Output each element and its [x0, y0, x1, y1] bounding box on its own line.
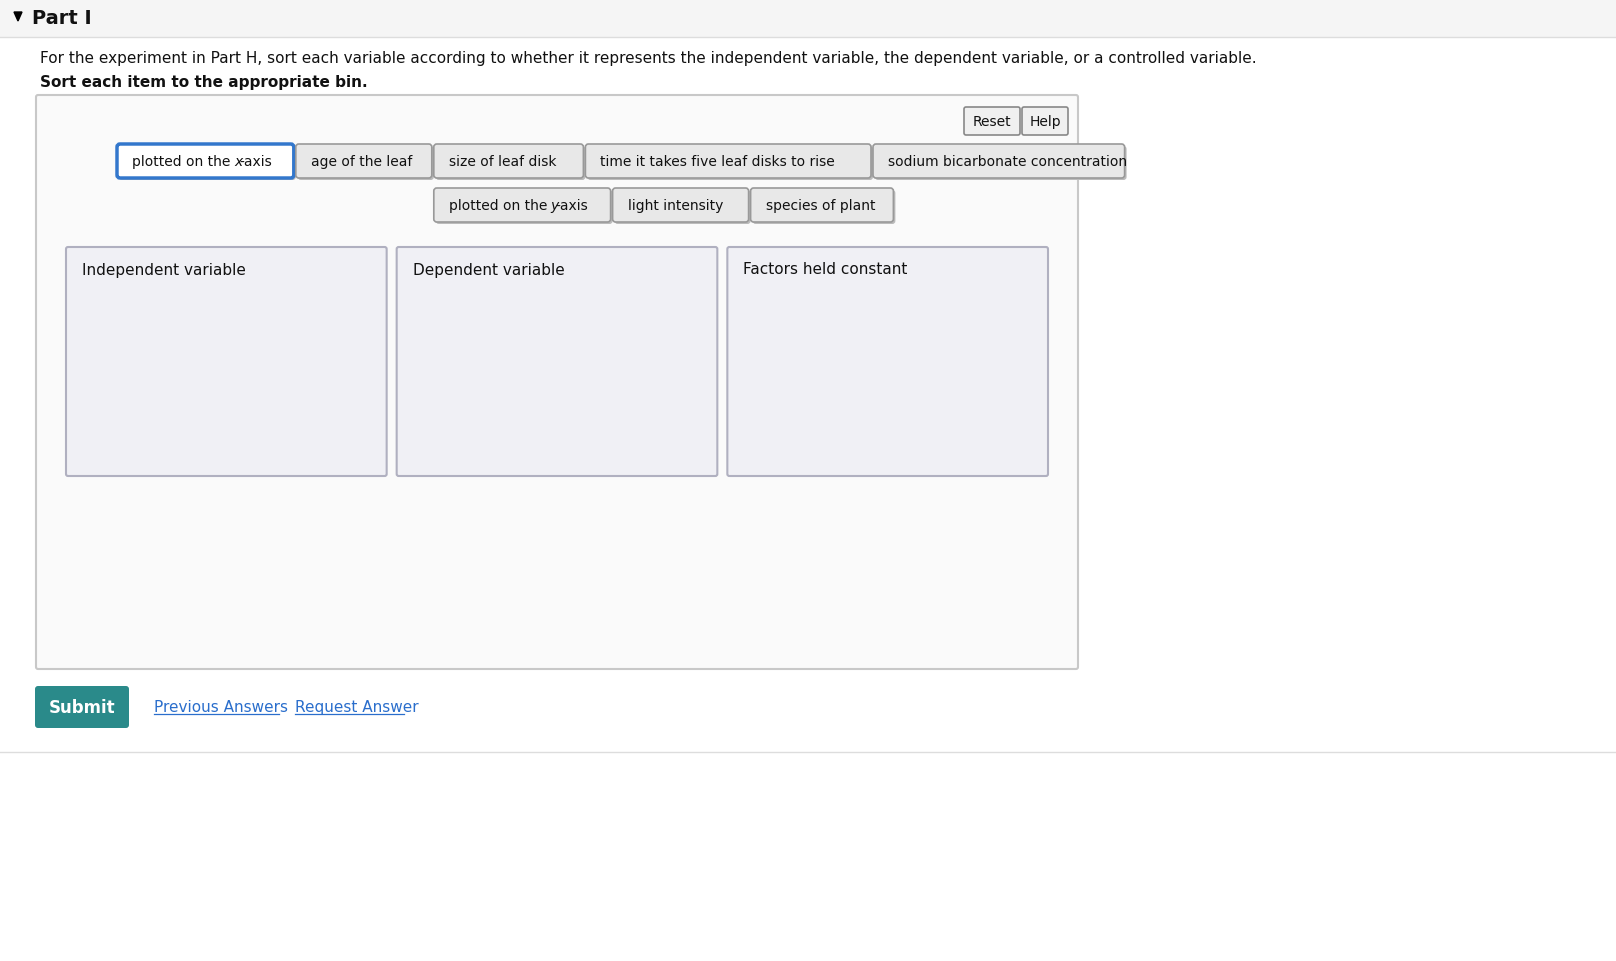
FancyBboxPatch shape: [750, 188, 894, 223]
FancyBboxPatch shape: [0, 0, 1616, 38]
Text: Request Answer: Request Answer: [294, 700, 419, 715]
Text: -axis: -axis: [239, 155, 271, 169]
FancyBboxPatch shape: [433, 188, 611, 223]
FancyBboxPatch shape: [297, 147, 433, 181]
FancyBboxPatch shape: [401, 252, 718, 477]
Text: x: x: [234, 155, 242, 169]
FancyBboxPatch shape: [612, 188, 748, 223]
Text: Reset: Reset: [973, 115, 1012, 129]
FancyBboxPatch shape: [120, 147, 296, 181]
Text: Part I: Part I: [32, 10, 92, 29]
Text: plotted on the: plotted on the: [133, 155, 234, 169]
FancyBboxPatch shape: [753, 191, 895, 225]
FancyBboxPatch shape: [587, 147, 873, 181]
Text: Submit: Submit: [48, 699, 115, 716]
Text: Dependent variable: Dependent variable: [412, 262, 564, 277]
Text: time it takes five leaf disks to rise: time it takes five leaf disks to rise: [601, 155, 835, 169]
Text: For the experiment in Part H, sort each variable according to whether it represe: For the experiment in Part H, sort each …: [40, 50, 1257, 65]
Text: Previous Answers: Previous Answers: [154, 700, 288, 715]
FancyBboxPatch shape: [614, 191, 750, 225]
FancyBboxPatch shape: [433, 145, 583, 179]
FancyBboxPatch shape: [873, 145, 1125, 179]
Text: y: y: [551, 199, 559, 212]
FancyBboxPatch shape: [874, 147, 1126, 181]
Text: age of the leaf: age of the leaf: [310, 155, 412, 169]
FancyBboxPatch shape: [66, 248, 386, 477]
Polygon shape: [15, 13, 23, 22]
FancyBboxPatch shape: [436, 147, 585, 181]
FancyBboxPatch shape: [1021, 108, 1068, 136]
Text: species of plant: species of plant: [766, 199, 876, 212]
Text: Sort each item to the appropriate bin.: Sort each item to the appropriate bin.: [40, 74, 367, 89]
FancyBboxPatch shape: [965, 108, 1020, 136]
FancyBboxPatch shape: [727, 248, 1049, 477]
FancyBboxPatch shape: [36, 686, 129, 728]
FancyBboxPatch shape: [396, 248, 718, 477]
Text: Independent variable: Independent variable: [82, 262, 246, 277]
Text: size of leaf disk: size of leaf disk: [449, 155, 556, 169]
Text: light intensity: light intensity: [627, 199, 722, 212]
FancyBboxPatch shape: [436, 191, 612, 225]
Text: Help: Help: [1029, 115, 1060, 129]
Text: Factors held constant: Factors held constant: [743, 262, 908, 277]
FancyBboxPatch shape: [732, 252, 1049, 477]
Text: -axis: -axis: [556, 199, 588, 212]
Text: sodium bicarbonate concentration: sodium bicarbonate concentration: [889, 155, 1126, 169]
FancyBboxPatch shape: [296, 145, 431, 179]
FancyBboxPatch shape: [69, 252, 386, 477]
Text: plotted on the: plotted on the: [449, 199, 551, 212]
FancyBboxPatch shape: [585, 145, 871, 179]
FancyBboxPatch shape: [116, 145, 294, 179]
FancyBboxPatch shape: [36, 96, 1078, 669]
